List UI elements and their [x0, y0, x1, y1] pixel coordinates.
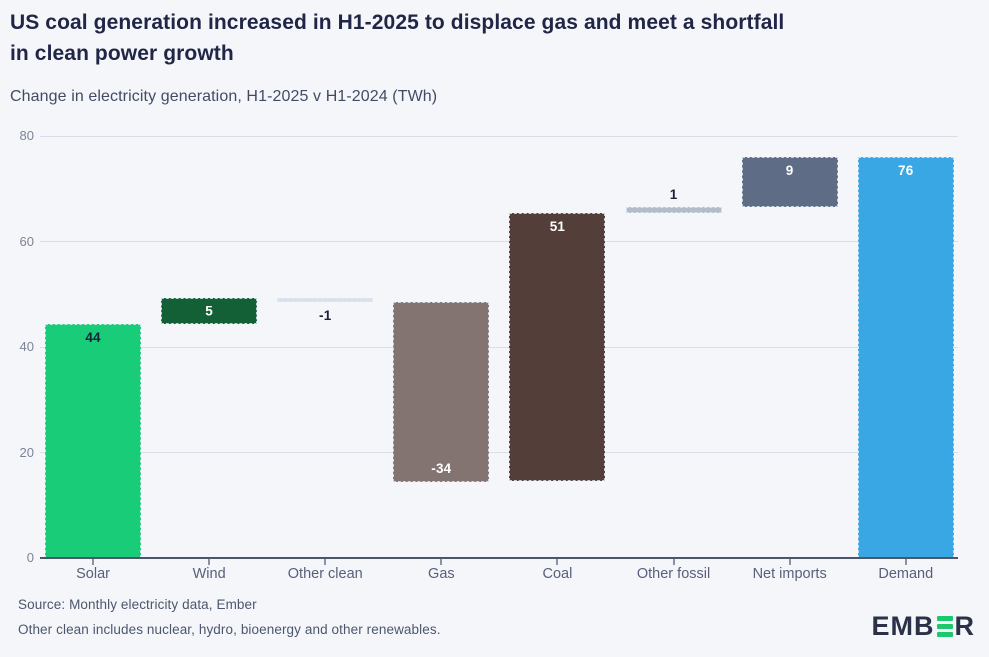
bar-value-label-gas: -34 [431, 460, 452, 476]
bar-value-label-net-imports: 9 [785, 163, 794, 179]
ember-logo-green-bars-icon [936, 615, 953, 637]
bar-solar: 44 [45, 324, 142, 558]
bar-other-clean: -1 [277, 297, 374, 323]
x-axis-tick-demand [904, 559, 907, 565]
x-axis-tick-solar [92, 559, 95, 565]
bar-wind: 5 [161, 297, 258, 325]
y-axis-tick-label-80: 80 [19, 128, 34, 143]
x-axis-label-demand: Demand [878, 566, 934, 582]
x-axis-label-coal: Coal [542, 566, 573, 582]
bar-value-label-coal: 51 [549, 219, 566, 234]
ember-logo: EMB R [872, 611, 976, 641]
bar-value-label-solar: 44 [85, 330, 101, 346]
bar-other-fossil: 1 [625, 187, 722, 213]
gridline-80 [40, 135, 958, 137]
x-axis-tick-gas [440, 559, 443, 565]
chart-title: US coal generation increased in H1-2025 … [10, 7, 975, 69]
chart-title-line-2: in clean power growth [10, 42, 234, 65]
y-axis-tick-label-60: 60 [19, 233, 34, 249]
x-axis-tick-net-imports [788, 559, 791, 565]
ember-logo-text-suffix: R [954, 611, 975, 641]
footnote: Other clean includes nuclear, hydro, bio… [18, 622, 441, 637]
x-axis-label-gas: Gas [428, 566, 455, 582]
gridline-20 [40, 452, 958, 453]
y-axis-tick-label-0: 0 [26, 550, 34, 565]
gridline-40 [40, 346, 958, 348]
source-attribution: Source: Monthly electricity data, Ember [18, 597, 257, 612]
x-axis-tick-wind [208, 559, 211, 565]
bar-gas: -34 [393, 301, 490, 482]
bar-coal: 51 [509, 213, 606, 482]
chart-title-line-1: US coal generation increased in H1-2025 … [10, 11, 785, 34]
x-axis-label-solar: Solar [76, 566, 110, 582]
bar-value-label-wind: 5 [205, 303, 213, 319]
x-axis-label-wind: Wind [192, 566, 226, 582]
x-axis-tick-other-fossil [672, 559, 675, 565]
x-axis-label-other-fossil: Other fossil [636, 566, 711, 582]
x-axis-tick-coal [556, 559, 559, 565]
x-axis-label-net-imports: Net imports [752, 566, 827, 582]
x-axis-baseline [40, 557, 958, 559]
x-axis-tick-other-clean [324, 559, 327, 565]
bar-value-label-other-fossil: 1 [669, 186, 678, 202]
x-axis-label-other-clean: Other clean [287, 566, 363, 582]
bar-value-label-other-clean: -1 [319, 307, 332, 323]
bar-net-imports: 9 [741, 157, 838, 207]
gridline-60 [40, 241, 958, 242]
bar-demand: 76 [857, 157, 954, 558]
y-axis-tick-label-20: 20 [19, 444, 34, 460]
ember-logo-text-prefix: EMB [871, 611, 935, 641]
chart-subtitle: Change in electricity generation, H1-202… [10, 88, 438, 105]
bar-value-label-demand: 76 [898, 163, 914, 179]
y-axis-tick-label-40: 40 [19, 339, 34, 354]
